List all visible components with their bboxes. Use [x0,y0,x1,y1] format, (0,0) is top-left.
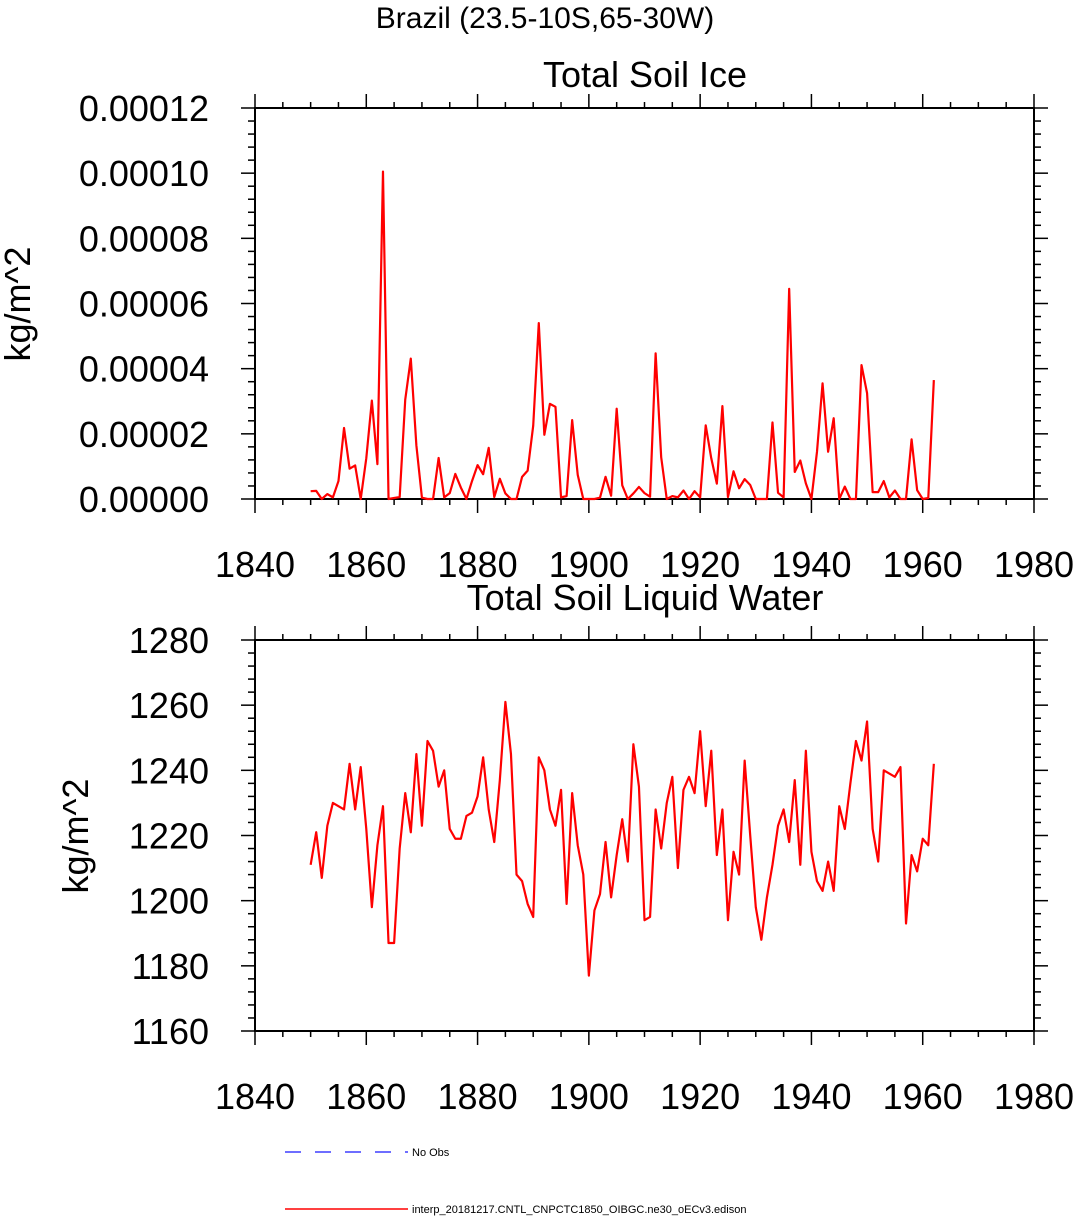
soil-liquid-water-ytick-label: 1240 [129,750,209,791]
soil-liquid-water-xtick-label: 1840 [215,1076,295,1117]
soil-liquid-water-ytick-label: 1220 [129,816,209,857]
soil-liquid-water-y-axis: 1160 1180 1200 1220 1240 1260 1280 [129,620,1048,1052]
soil-ice-xtick-label: 1860 [326,544,406,585]
soil-ice-xtick-label: 1900 [549,544,629,585]
soil-ice-plot-frame [254,107,1035,500]
soil-ice-series [310,170,935,501]
soil-ice-x-axis: 1840 1860 1880 1900 1920 1940 1960 1980 [215,94,1074,585]
soil-ice-y-axis: 0.00000 0.00002 0.00004 0.00006 0.00008 0.000… [79,88,1048,520]
soil-liquid-water-title: Total Soil Liquid Water [467,577,824,618]
soil-ice-series-line [310,170,935,501]
soil-liquid-water-ytick-label: 1280 [129,620,209,661]
soil-liquid-water-x-axis: 1840 1860 1880 1900 1920 1940 1960 1980 [215,626,1074,1117]
soil-ice-xtick-label: 1920 [660,544,740,585]
soil-liquid-water-xtick-label: 1940 [771,1076,851,1117]
soil-ice-ytick-label: 0.00006 [79,284,209,325]
soil-liquid-water-ytick-label: 1200 [129,881,209,922]
soil-ice-ytick-label: 0.00010 [79,153,209,194]
soil-liquid-water-xtick-label: 1920 [660,1076,740,1117]
soil-ice-xtick-label: 1840 [215,544,295,585]
soil-liquid-water-xtick-label: 1860 [326,1076,406,1117]
soil-ice-panel: Total Soil Ice kg/m^2 1840 1860 1880 1900 19… [0,54,1074,585]
soil-ice-title: Total Soil Ice [543,54,747,95]
legend: No Obs interp_20181217.CNTL_CNPCTC1850_O… [285,1147,746,1216]
soil-ice-ylabel: kg/m^2 [0,247,38,362]
soil-ice-ytick-label: 0.00000 [79,479,209,520]
soil-liquid-water-xtick-label: 1900 [549,1076,629,1117]
soil-ice-ytick-label: 0.00002 [79,414,209,455]
soil-ice-xtick-label: 1980 [994,544,1074,585]
soil-ice-ytick-label: 0.00008 [79,218,209,259]
soil-liquid-water-plot-frame [254,639,1035,1032]
legend-label-model: interp_20181217.CNTL_CNPCTC1850_OIBGC.ne… [412,1204,746,1216]
soil-liquid-water-series-line [309,700,935,977]
soil-liquid-water-xtick-label: 1960 [883,1076,963,1117]
figure-suptitle: Brazil (23.5-10S,65-30W) [376,2,714,35]
soil-liquid-water-xtick-label: 1880 [438,1076,518,1117]
soil-liquid-water-panel: Total Soil Liquid Water kg/m^2 1840 1860 1… [55,577,1074,1117]
soil-liquid-water-series [309,700,935,977]
soil-ice-xtick-label: 1880 [438,544,518,585]
soil-liquid-water-ylabel: kg/m^2 [55,779,96,894]
soil-ice-ytick-label: 0.00004 [79,349,209,390]
soil-ice-xtick-label: 1960 [883,544,963,585]
soil-ice-ytick-label: 0.00012 [79,88,209,129]
soil-liquid-water-ytick-label: 1260 [129,685,209,726]
soil-liquid-water-xtick-label: 1980 [994,1076,1074,1117]
soil-liquid-water-ytick-label: 1160 [132,1011,209,1052]
legend-label-no-obs: No Obs [412,1147,450,1159]
soil-liquid-water-ytick-label: 1180 [132,946,209,987]
soil-ice-xtick-label: 1940 [771,544,851,585]
